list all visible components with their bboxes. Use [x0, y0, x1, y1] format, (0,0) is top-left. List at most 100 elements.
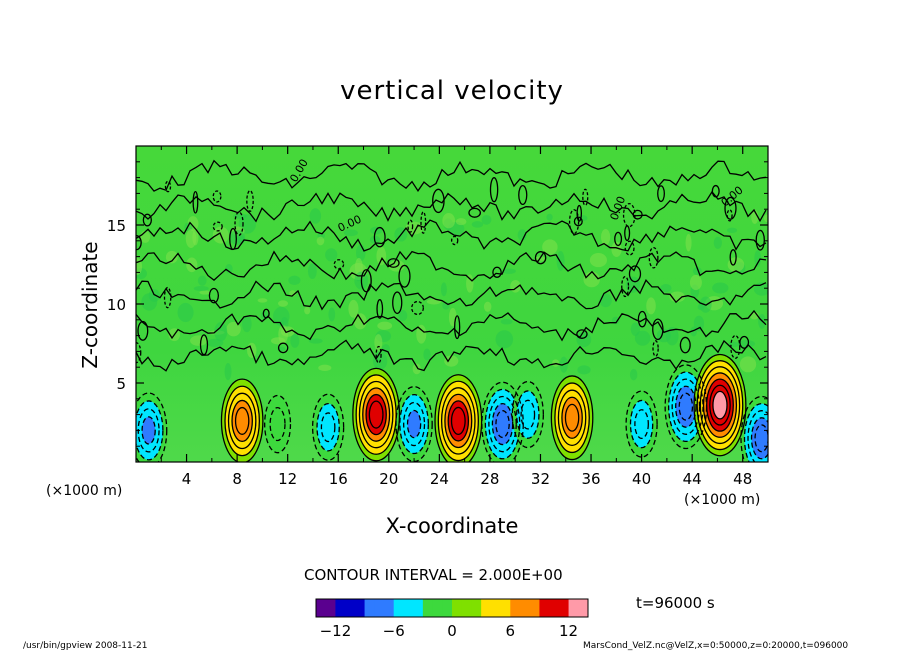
turbulence-patch — [656, 328, 671, 343]
colorbar-segment — [529, 599, 540, 617]
cell-contour — [484, 388, 521, 460]
small-contour-loop — [376, 299, 384, 319]
colorbar-segment — [364, 599, 375, 617]
turbulence-patch — [354, 271, 369, 290]
cell-fill-ring — [441, 387, 476, 455]
cell-contour — [437, 380, 479, 462]
downdraft-cell — [136, 393, 167, 462]
x-tick-label: 4 — [182, 470, 192, 488]
cell-contour — [447, 400, 470, 442]
cell-fill-ring — [399, 394, 429, 454]
cell-fill-ring — [448, 400, 469, 441]
small-contour-loop — [637, 310, 647, 328]
cell-contour — [395, 386, 433, 462]
small-contour-loop — [163, 286, 172, 309]
small-contour-loop — [407, 219, 414, 233]
small-contour-loop — [432, 188, 445, 214]
cell-fill-ring — [369, 401, 383, 429]
updraft-cell — [435, 374, 482, 462]
x-tick-label: 48 — [733, 470, 752, 488]
cell-fill-ring — [362, 388, 390, 442]
turbulence-patch — [140, 230, 151, 243]
cell-fill-ring — [512, 381, 544, 448]
cell-fill-ring — [485, 389, 520, 459]
turbulence-patch — [231, 226, 245, 236]
cell-contour — [511, 380, 544, 449]
turbulence-patch — [349, 262, 368, 281]
turbulence-patch — [500, 319, 513, 325]
turbulence-patch — [165, 250, 178, 264]
small-contour-loop — [360, 269, 372, 293]
turbulence-patch — [237, 235, 246, 244]
x-tick-label: 28 — [480, 470, 499, 488]
cell-contour — [264, 394, 292, 454]
turbulence-patch — [737, 339, 756, 348]
cell-fill-ring — [706, 379, 734, 432]
turbulence-patch — [448, 307, 457, 327]
zero-contour — [136, 190, 767, 223]
cell-fill-ring — [395, 386, 433, 462]
time-label: t=96000 s — [636, 594, 715, 612]
small-contour-loop — [518, 184, 528, 206]
small-contour-loop — [621, 276, 630, 298]
colorbar-segment — [500, 599, 511, 617]
turbulence-patch — [328, 307, 336, 322]
cell-fill-ring — [403, 402, 425, 446]
turbulence-patch — [148, 289, 160, 302]
cell-contour — [450, 406, 466, 436]
cell-fill-ring — [312, 394, 344, 461]
turbulence-patch — [197, 275, 207, 286]
turbulence-patch — [502, 268, 516, 274]
turbulence-patch — [381, 344, 390, 354]
cell-contour — [136, 400, 164, 461]
turbulence-patch — [734, 262, 746, 274]
turbulence-patch — [576, 331, 592, 348]
small-contour-loop — [652, 340, 659, 357]
turbulence-patch — [190, 335, 208, 346]
downdraft-cell — [481, 382, 524, 462]
colorbar: −12 −6 0 6 12 — [315, 598, 589, 640]
turbulence-patch — [751, 209, 759, 224]
downdraft-cell — [312, 394, 344, 461]
cell-fill-ring — [142, 416, 156, 444]
cell-fill-ring — [516, 390, 539, 439]
y-tick-label: 5 — [116, 375, 126, 393]
turbulence-patch — [257, 298, 268, 303]
x-tick-label: 12 — [278, 470, 297, 488]
turbulence-patch — [685, 234, 692, 252]
cell-contour — [561, 396, 583, 439]
colorbar-segment — [345, 599, 356, 617]
small-contour-loop — [614, 231, 623, 247]
small-contour-loop — [142, 213, 152, 227]
x-tick-label: 16 — [329, 470, 348, 488]
cell-contour — [269, 406, 286, 442]
turbulence-patch — [168, 328, 181, 342]
turbulence-patch — [370, 226, 383, 235]
cell-fill-ring — [235, 407, 249, 435]
cell-fill-ring — [366, 394, 387, 435]
turbulence-patch — [763, 214, 768, 223]
cell-contour — [675, 385, 697, 428]
colorbar-tick-label: 12 — [559, 622, 578, 640]
colorbar-tick-label: −6 — [383, 622, 405, 640]
cell-contour — [403, 401, 426, 447]
cell-contour — [671, 378, 701, 435]
turbulence-patch — [193, 286, 209, 292]
cell-contour — [320, 412, 336, 443]
turbulence-patch — [630, 322, 641, 336]
cell-fill-ring — [561, 397, 583, 439]
cell-fill-ring — [521, 400, 535, 429]
turbulence-patch — [534, 256, 546, 262]
contour-value-label: 0.00 — [608, 195, 629, 222]
cell-fill-ring — [740, 396, 768, 462]
turbulence-patch — [589, 252, 607, 268]
turbulence-patch — [242, 315, 252, 333]
turbulence-patch — [577, 365, 591, 375]
turbulence-patch — [374, 334, 383, 351]
small-contour-loop — [534, 251, 547, 265]
cell-contour — [750, 417, 768, 460]
turbulence-patch — [726, 227, 738, 233]
turbulence-patch — [224, 362, 232, 381]
turbulence-patch — [578, 215, 588, 222]
cell-fill-ring — [356, 374, 397, 455]
